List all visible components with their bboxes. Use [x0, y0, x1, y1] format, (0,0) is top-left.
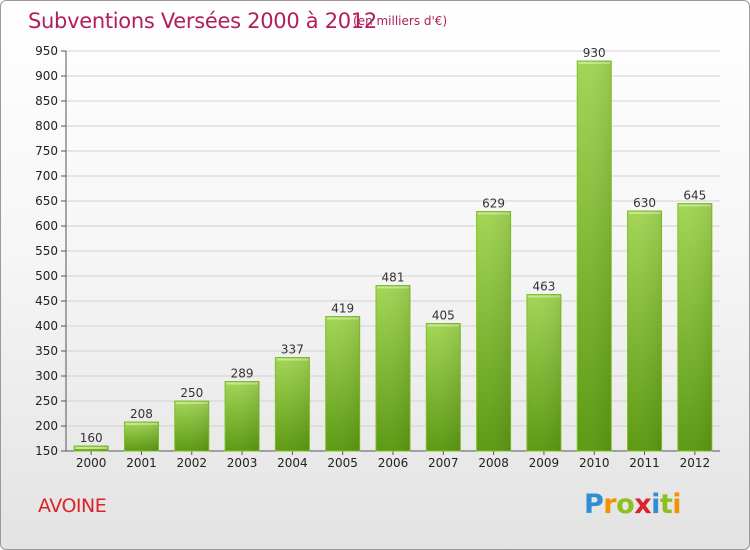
- y-tick-label: 900: [35, 69, 58, 83]
- bar-shade: [225, 381, 260, 451]
- data-label: 629: [482, 197, 505, 211]
- y-tick-label: 500: [35, 269, 58, 283]
- x-tick-label: 2002: [176, 456, 207, 470]
- bar-shade: [526, 294, 561, 451]
- data-label: 289: [231, 367, 254, 381]
- data-label: 250: [180, 386, 203, 400]
- data-label: 481: [382, 271, 405, 285]
- x-tick-label: 2000: [76, 456, 107, 470]
- y-tick-label: 650: [35, 194, 58, 208]
- bar-2005: [325, 316, 361, 452]
- bar-2012: [677, 203, 713, 452]
- logo-letter: t: [659, 489, 673, 520]
- y-tick-label: 950: [35, 44, 58, 58]
- data-label: 405: [432, 309, 455, 323]
- logo-letter: r: [603, 489, 617, 520]
- y-tick-labels: 150 200 250 300 350 400 450 500 550 600 650 700 750 8…: [35, 44, 58, 458]
- bar-2010: [576, 60, 612, 452]
- bar-2007: [425, 323, 461, 452]
- x-tick-label: 2007: [428, 456, 459, 470]
- data-label: 419: [331, 302, 354, 316]
- bar-2003: [224, 381, 260, 452]
- y-tick-label: 450: [35, 294, 58, 308]
- bar-2006: [375, 285, 411, 452]
- data-label: 930: [583, 46, 606, 60]
- y-tick-label: 550: [35, 244, 58, 258]
- data-label: 160: [80, 431, 103, 445]
- bar-2000: [73, 445, 109, 452]
- y-tick-label: 400: [35, 319, 58, 333]
- x-tick-label: 2008: [478, 456, 509, 470]
- data-label: 208: [130, 407, 153, 421]
- bar-shade: [325, 316, 360, 451]
- bar-2011: [627, 210, 663, 452]
- commune-name: AVOINE: [38, 495, 107, 517]
- bar-shade: [174, 401, 209, 451]
- bar-shade: [426, 323, 461, 451]
- data-labels: 160 208 250 289 337 419 481 405 629 463 930 630 645: [80, 46, 707, 445]
- y-tick-label: 850: [35, 94, 58, 108]
- bar-shade: [627, 211, 662, 451]
- y-tick-label: 150: [35, 444, 58, 458]
- bar-2002: [174, 400, 210, 452]
- logo-letter: i: [672, 489, 682, 520]
- y-tick-label: 700: [35, 169, 58, 183]
- bar-shade: [275, 357, 310, 451]
- bar-2001: [123, 421, 159, 452]
- bar-2009: [526, 294, 562, 452]
- chart-title: Subventions Versées 2000 à 2012: [28, 9, 377, 33]
- x-tick-label: 2012: [680, 456, 711, 470]
- bar-shade: [677, 203, 712, 451]
- y-tick-label: 350: [35, 344, 58, 358]
- x-tick-label: 2005: [327, 456, 358, 470]
- bar-shade: [124, 422, 159, 451]
- data-label: 630: [633, 196, 656, 210]
- logo-letter: x: [634, 489, 652, 520]
- x-tick-label: 2006: [378, 456, 409, 470]
- bar-shade: [577, 61, 612, 451]
- bar-shade: [476, 211, 511, 451]
- logo-letter: P: [584, 489, 604, 520]
- data-label: 645: [683, 189, 706, 203]
- y-tick-label: 200: [35, 419, 58, 433]
- y-tick-label: 800: [35, 119, 58, 133]
- bar-shade: [74, 446, 109, 451]
- logo-letter: i: [651, 489, 660, 520]
- y-tick-label: 600: [35, 219, 58, 233]
- bar-2004: [274, 357, 310, 452]
- x-tick-label: 2010: [579, 456, 610, 470]
- x-tick-label: 2011: [629, 456, 660, 470]
- bar-shade: [376, 285, 410, 451]
- chart-subtitle: (en milliers d'€): [353, 14, 448, 28]
- x-tick-label: 2009: [529, 456, 560, 470]
- x-tick-labels: 2000 2001 2002 2003 2004 2005 2006 2007 2008 2009…: [76, 456, 710, 470]
- x-tick-label: 2004: [277, 456, 308, 470]
- bars: [73, 60, 713, 452]
- y-tick-label: 250: [35, 394, 58, 408]
- y-tick-label: 300: [35, 369, 58, 383]
- proxiti-logo[interactable]: Proxiti: [584, 489, 682, 520]
- data-label: 463: [532, 280, 555, 294]
- x-tick-label: 2001: [126, 456, 157, 470]
- y-tick-label: 750: [35, 144, 58, 158]
- x-tick-label: 2003: [227, 456, 258, 470]
- data-label: 337: [281, 343, 304, 357]
- bar-2008: [476, 211, 512, 452]
- logo-letter: o: [616, 489, 635, 520]
